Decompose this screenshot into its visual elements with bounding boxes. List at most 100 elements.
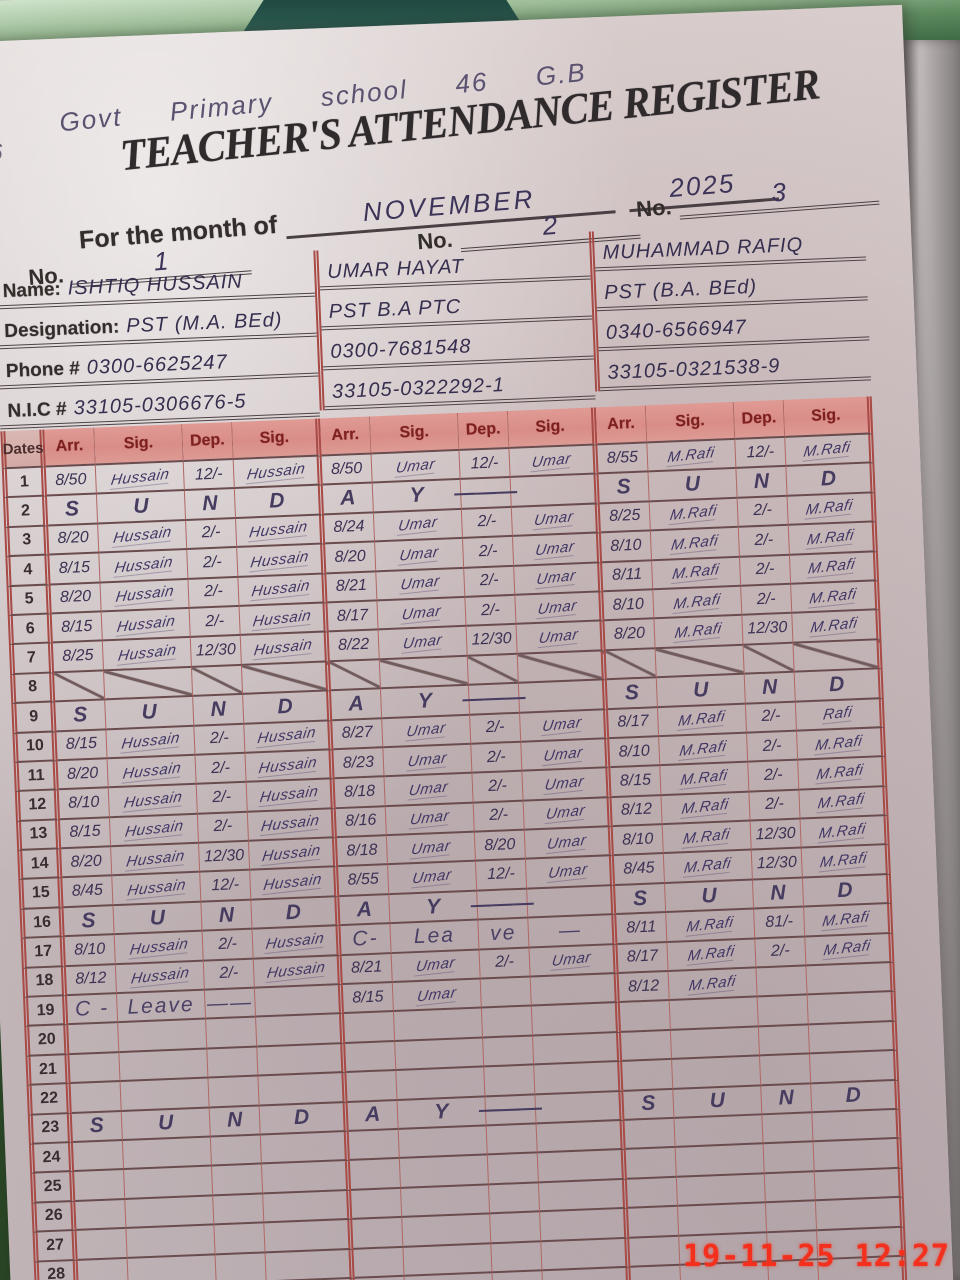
attendance-cell: 8/20	[325, 542, 377, 574]
attendance-cell	[810, 1051, 900, 1084]
attendance-cell: 8/15	[610, 766, 662, 798]
attendance-cell: N	[744, 672, 796, 705]
attendance-cell: U	[96, 491, 187, 525]
attendance-cell	[72, 1140, 125, 1173]
attendance-cell: M.Rafi	[657, 704, 748, 738]
attendance-cell: 2/-	[472, 771, 524, 804]
attendance-cell	[346, 1071, 398, 1103]
attendance-cell	[630, 1265, 682, 1280]
attendance-cell	[54, 671, 106, 703]
attendance-cell: Hussain	[101, 608, 191, 642]
date-cell: 21	[25, 1054, 71, 1087]
attendance-cell	[265, 1249, 355, 1280]
attendance-cell: U	[121, 1108, 211, 1141]
attendance-cell: 2/-	[186, 518, 238, 551]
attendance-cell: 12/-	[200, 871, 252, 903]
attendance-cell: M.Rafi	[787, 493, 877, 526]
attendance-cell	[490, 1212, 542, 1244]
attendance-cell	[257, 1043, 347, 1077]
column-header-sig: Sig.	[783, 396, 874, 438]
date-cell: 18	[21, 966, 68, 998]
dates-column-header: Dates	[0, 429, 46, 470]
attendance-cell: N	[752, 878, 805, 910]
attendance-cell: 2/-	[741, 584, 793, 617]
attendance-cell	[214, 1223, 266, 1255]
attendance-cell: 2/-	[749, 790, 801, 822]
attendance-cell: M.Rafi	[788, 522, 878, 556]
attendance-cell	[254, 985, 345, 1018]
attendance-cell	[212, 1164, 264, 1197]
attendance-cell	[672, 1056, 762, 1090]
attendance-cell	[480, 977, 532, 1009]
attendance-cell: A	[339, 894, 391, 927]
attendance-cell: 81/-	[754, 907, 806, 940]
attendance-cell: 8/20	[50, 583, 102, 615]
attendance-cell: U	[113, 902, 203, 936]
attendance-cell	[191, 665, 244, 697]
attendance-cell: 2/-	[202, 929, 254, 962]
attendance-cell: Hussain	[99, 550, 189, 584]
date-cell: 16	[19, 908, 65, 940]
column-header-arr: Arr.	[595, 405, 648, 446]
attendance-cell: 2/-	[479, 948, 531, 980]
attendance-cell: M.Rafi	[804, 904, 894, 938]
attendance-cell	[70, 1082, 122, 1114]
attendance-cell: 12/30	[190, 636, 242, 668]
attendance-cell	[491, 1241, 543, 1274]
attendance-cell: Hussain	[102, 638, 192, 672]
attendance-cell: Hussain	[106, 726, 196, 760]
attendance-cell	[655, 645, 745, 679]
attendance-cell	[402, 1214, 492, 1248]
nic-label: N.I.C #	[7, 398, 68, 423]
attendance-cell	[69, 1052, 121, 1085]
attendance-cell: 8/15	[59, 817, 112, 850]
attendance-cell: Hussain	[237, 544, 327, 578]
teacher2-nic: 33105-0322292-1	[331, 374, 506, 403]
attendance-cell: Umar	[385, 803, 475, 837]
attendance-cell: 8/50	[321, 454, 373, 486]
attendance-cell: N	[209, 1106, 261, 1138]
attendance-cell: 8/20	[604, 619, 656, 651]
attendance-cell: Leave	[117, 990, 207, 1024]
attendance-cell: 8/20	[61, 847, 113, 879]
attendance-cell: Hussain	[239, 603, 329, 637]
attendance-cell	[76, 1229, 128, 1261]
attendance-cell: Umar	[521, 739, 611, 772]
attendance-cell	[518, 680, 608, 714]
date-cell: 7	[8, 643, 55, 675]
attendance-cell: ———	[470, 889, 534, 921]
attendance-cell: U	[656, 674, 746, 708]
attendance-cell: Hussain	[114, 931, 204, 965]
attendance-cell: S	[598, 472, 650, 505]
attendance-cell: S	[623, 1089, 675, 1121]
school-word: Govt	[58, 101, 124, 138]
attendance-cell: 2/-	[473, 801, 525, 833]
attendance-cell	[619, 1001, 671, 1033]
attendance-cell	[207, 1047, 259, 1079]
attendance-cell	[349, 1159, 402, 1191]
attendance-cell: 8/15	[342, 983, 394, 1015]
attendance-cell: ———	[479, 1094, 542, 1127]
attendance-cell	[467, 654, 519, 686]
attendance-cell	[208, 1076, 260, 1109]
attendance-cell: ———	[462, 683, 526, 716]
attendance-cell: M.Rafi	[663, 850, 753, 884]
attendance-cell: Umar	[509, 445, 599, 479]
attendance-cell: 8/12	[65, 964, 118, 997]
attendance-cell: 12/30	[742, 614, 794, 646]
attendance-cell: S	[55, 700, 107, 732]
attendance-cell	[674, 1115, 764, 1149]
attendance-cell	[213, 1194, 265, 1226]
attendance-cell	[622, 1060, 674, 1092]
column-header-sig: Sig.	[370, 412, 460, 455]
teacher2-designation: PST B.A PTC	[328, 295, 462, 324]
attendance-cell: S	[615, 883, 667, 916]
attendance-cell	[399, 1155, 489, 1189]
attendance-cell	[517, 650, 607, 684]
attendance-cell: Umar	[388, 862, 478, 895]
attendance-cell	[510, 474, 600, 508]
attendance-cell	[118, 1019, 208, 1053]
attendance-cell: D	[234, 485, 324, 519]
attendance-cell: U	[105, 696, 195, 730]
date-cell: 5	[6, 585, 52, 617]
